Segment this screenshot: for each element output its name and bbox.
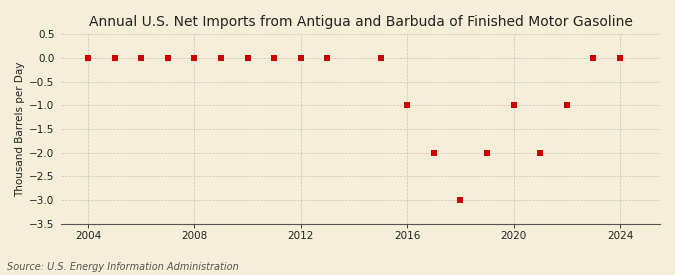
Text: Source: U.S. Energy Information Administration: Source: U.S. Energy Information Administ… <box>7 262 238 272</box>
Title: Annual U.S. Net Imports from Antigua and Barbuda of Finished Motor Gasoline: Annual U.S. Net Imports from Antigua and… <box>89 15 632 29</box>
Y-axis label: Thousand Barrels per Day: Thousand Barrels per Day <box>15 61 25 197</box>
